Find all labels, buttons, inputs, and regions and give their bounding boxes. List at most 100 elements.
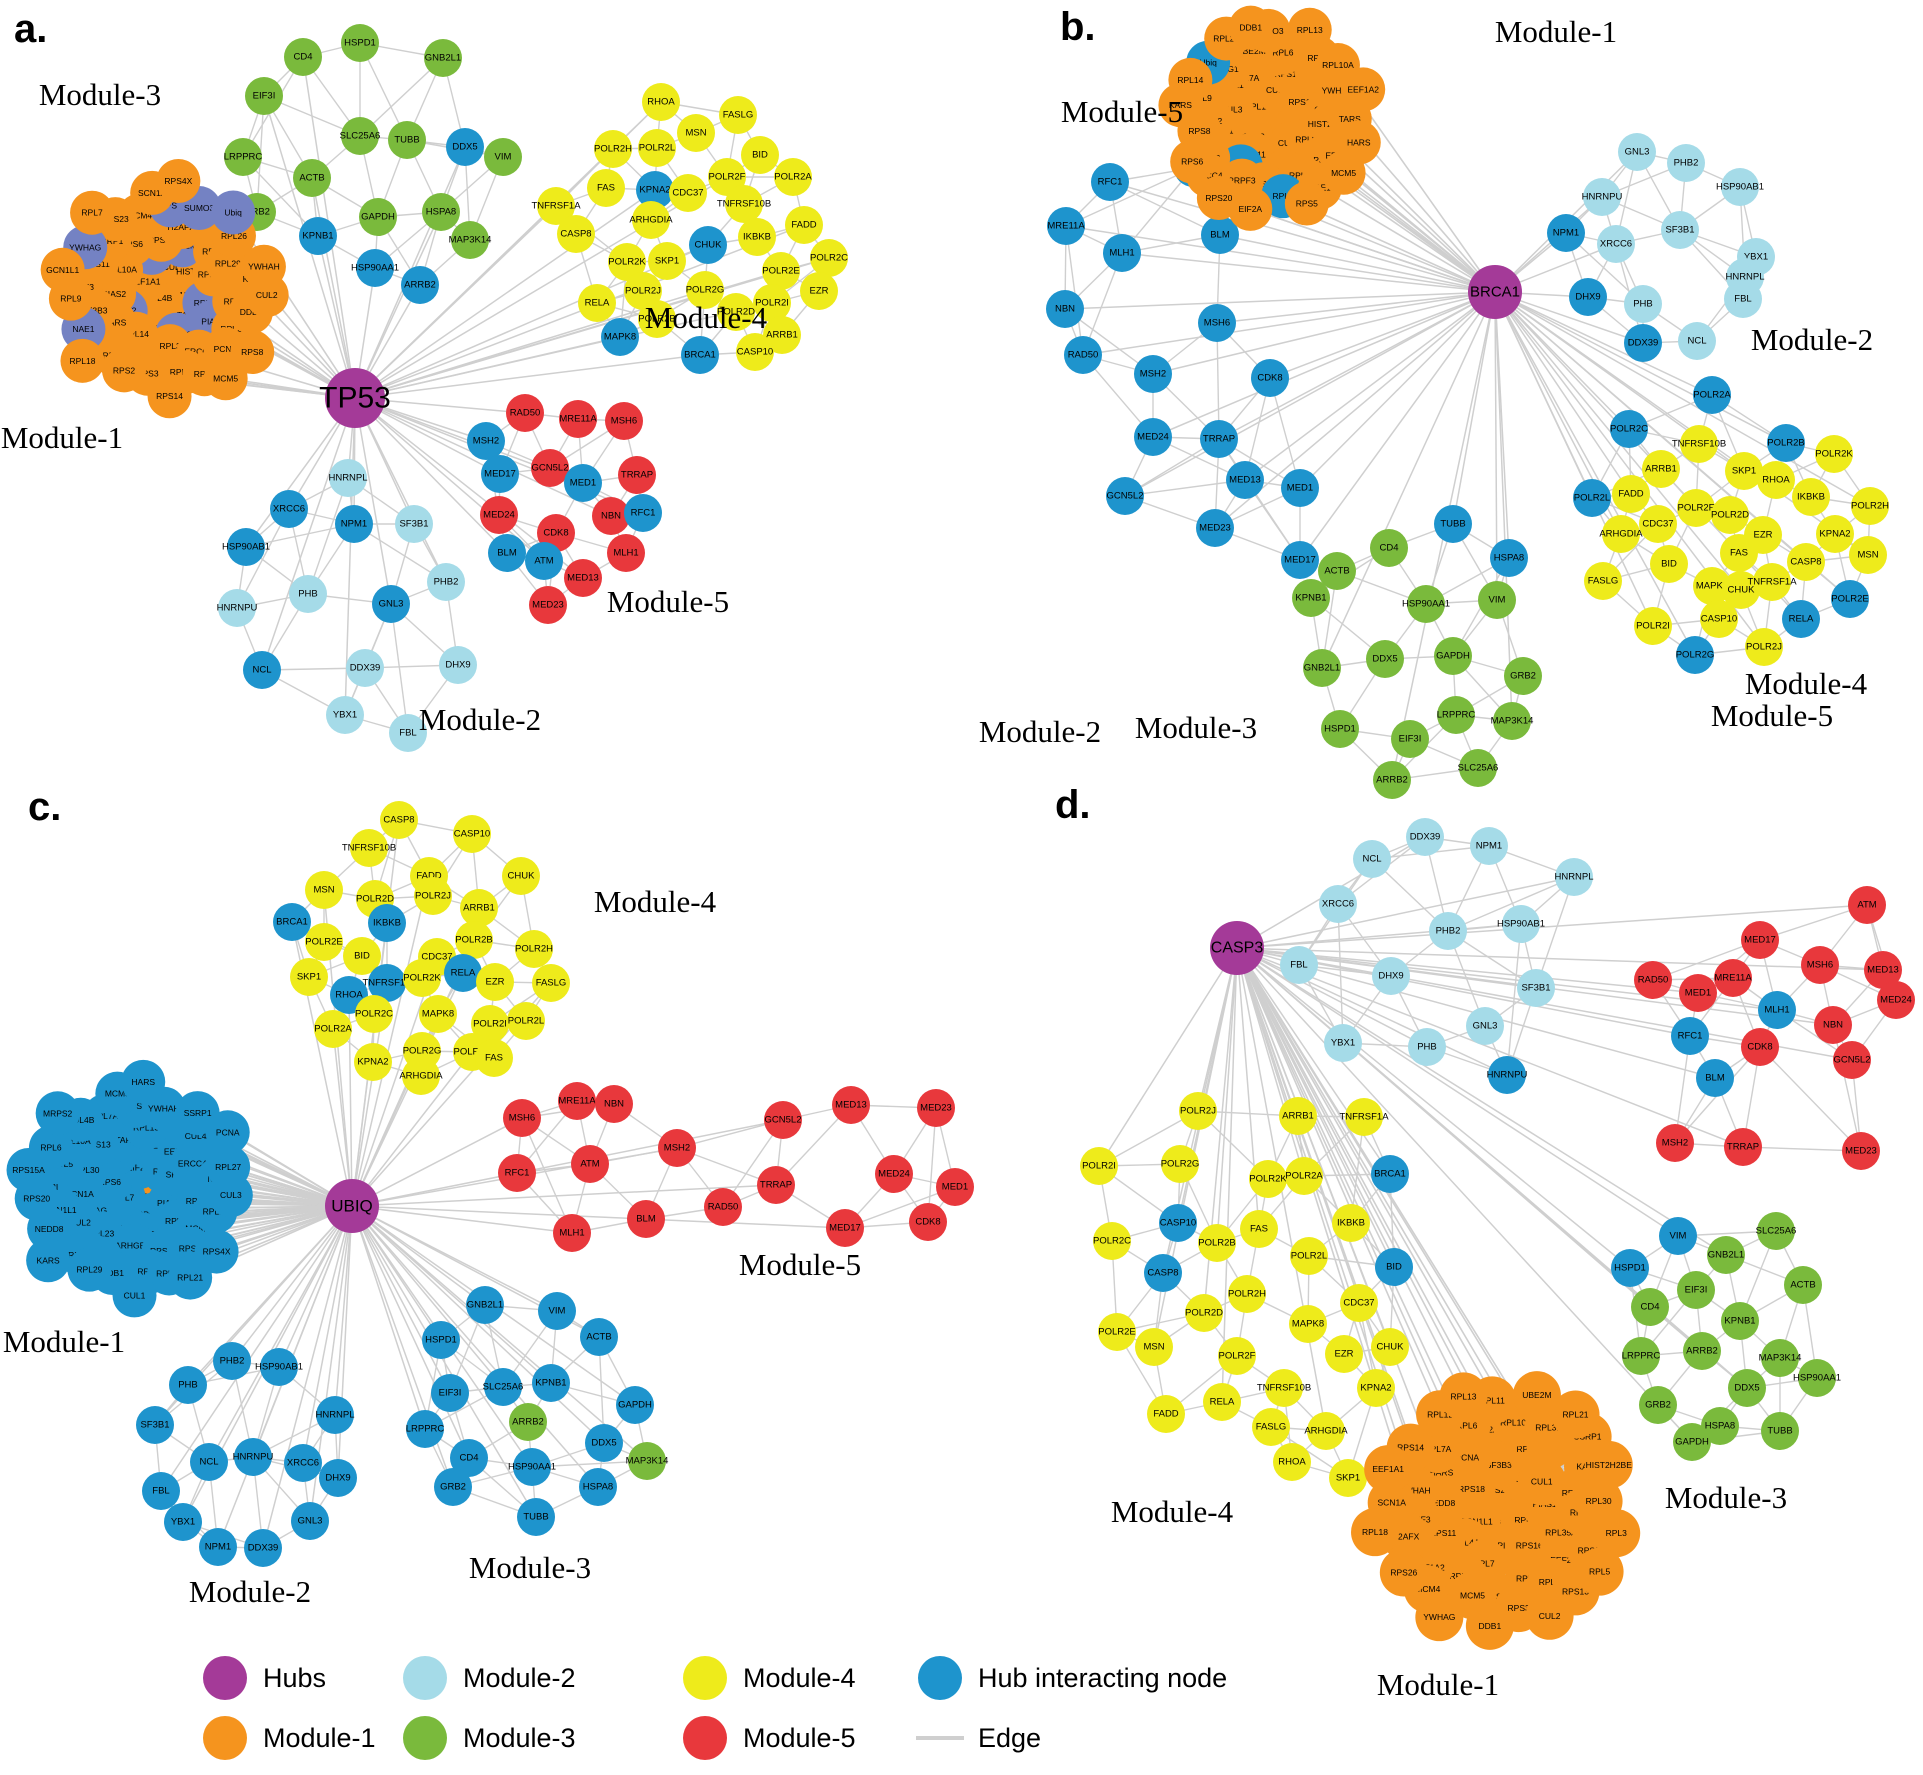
node-CD4: CD4 <box>1631 1288 1669 1326</box>
node-RPS20: RPS20 <box>1196 175 1241 220</box>
node-label: HNRNPL <box>1554 872 1593 883</box>
node-KPNB1: KPNB1 <box>299 217 337 255</box>
module-label: Module-1 <box>1377 1667 1499 1702</box>
node-CASP10: CASP10 <box>1159 1204 1197 1242</box>
node-label: EIF2A <box>127 1162 151 1172</box>
edge <box>1299 291 1496 489</box>
node-SLC25A6: SLC25A6 <box>1756 1212 1796 1250</box>
edge <box>1452 291 1496 525</box>
legend-label: Module-3 <box>463 1723 576 1753</box>
node-label: TNFRSF10B <box>1672 439 1726 450</box>
node-RAD50: RAD50 <box>1634 961 1672 999</box>
node-label: POLR2G <box>403 1046 442 1057</box>
node-label: ARRB1 <box>1645 464 1677 475</box>
node-label: GNB2L1 <box>1708 1250 1744 1261</box>
node-CDC37: CDC37 <box>669 174 707 212</box>
node-label: RFC1 <box>1098 177 1123 188</box>
node-label: POLR2I <box>473 1019 507 1030</box>
node-HSPD1: HSPD1 <box>1611 1249 1649 1287</box>
node-RPS6: RPS6 <box>1170 139 1215 184</box>
node-label: SF3B1 <box>1521 983 1550 994</box>
edge <box>262 1205 353 1549</box>
node-label: KPNA2 <box>639 185 670 196</box>
node-label: RPL21 <box>177 1273 203 1283</box>
node-MSH6: MSH6 <box>1801 946 1839 984</box>
node-label: YWHAG <box>1322 85 1354 95</box>
node-POLR2I: POLR2I <box>1634 607 1672 645</box>
node-ACTB: ACTB <box>1784 1266 1822 1304</box>
node-label: CD4 <box>459 1453 478 1464</box>
node-label: POLR2J <box>1746 642 1782 653</box>
node-label: H2AFX <box>168 222 196 232</box>
edge <box>354 397 447 583</box>
edge <box>1236 947 1508 1076</box>
node-label: ARHGDIA <box>1304 1426 1348 1437</box>
node-MRE11A: MRE11A <box>1714 959 1752 997</box>
node-ACTB: ACTB <box>293 159 331 197</box>
node-POLR2H: POLR2H <box>1228 1275 1266 1313</box>
node-label: RPS16 <box>150 1246 177 1256</box>
node-label: RPL6 <box>1272 48 1294 58</box>
node-label: RPS20 <box>1483 1485 1510 1495</box>
node-label: GAPDH <box>1436 651 1470 662</box>
node-label: ERCC4 <box>178 1159 207 1169</box>
node-label: CDC37 <box>1642 519 1673 530</box>
node-label: HNRNPU <box>1487 1070 1528 1081</box>
node-label: XRCC6 <box>1322 899 1354 910</box>
node-label: RPS20 <box>1205 193 1232 203</box>
edge <box>1236 947 1884 971</box>
node-label: MSN <box>313 885 334 896</box>
node-SKP1: SKP1 <box>1329 1459 1367 1497</box>
node-label: RPL3 <box>1606 1528 1628 1538</box>
legend-swatch <box>683 1656 727 1700</box>
node-label: LRPPRC <box>406 1424 445 1435</box>
node-label: FAS <box>597 183 615 194</box>
node-XRCC6: XRCC6 <box>1597 225 1635 263</box>
node-label: FBL <box>152 1486 169 1497</box>
node-BID: BID <box>741 136 779 174</box>
node-POLR2J: POLR2J <box>1179 1092 1217 1130</box>
edge <box>1244 291 1496 481</box>
node-BID: BID <box>343 937 381 975</box>
node-label: CASP8 <box>1790 557 1821 568</box>
node-label: RPL10A <box>1500 1418 1532 1428</box>
node-DHX9: DHX9 <box>1372 957 1410 995</box>
node-KPNA2: KPNA2 <box>1816 515 1854 553</box>
node-label: CUL1 <box>124 1290 146 1300</box>
node-RPS5: RPS5 <box>1284 181 1329 226</box>
node-POLR2I: POLR2I <box>471 1005 509 1043</box>
node-DDX5: DDX5 <box>446 128 484 166</box>
edge <box>354 211 442 399</box>
node-HNRNPU: HNRNPU <box>217 589 257 627</box>
node-label: MED24 <box>878 1169 910 1180</box>
nodes-panel-d: DDX39 NPM1 NCL HNRNPL XRCC6 PHB2 HSP90AB1 FBL DH… <box>1080 818 1915 1650</box>
node-HNRNPU: HNRNPU <box>1582 178 1622 216</box>
node-MRE11A: MRE11A <box>558 1082 596 1120</box>
node-MAP3K14: MAP3K14 <box>449 221 491 259</box>
node-label: RPS11 <box>1430 1528 1457 1538</box>
node-GAPDH: GAPDH <box>359 198 397 236</box>
node-label: CDK8 <box>1257 373 1282 384</box>
node-label: BID <box>354 951 370 962</box>
node-label: NCL <box>252 665 271 676</box>
node-FASLG: FASLG <box>719 96 757 134</box>
node-CHUK: CHUK <box>1722 571 1760 609</box>
node-ACTB: ACTB <box>1318 552 1356 590</box>
edge <box>521 1117 573 1234</box>
edge <box>1269 291 1496 379</box>
panel-letter: b. <box>1060 5 1096 49</box>
node-label: POLR2L <box>639 143 675 154</box>
node-label: MAPK8 <box>1292 1319 1324 1330</box>
node-label: NPM1 <box>205 1542 231 1553</box>
node-label: MED17 <box>484 469 516 480</box>
node-label: CUL4A <box>1452 1538 1480 1548</box>
legend-swatch <box>403 1656 447 1700</box>
node-label: DDX39 <box>350 663 381 674</box>
node-label: MED23 <box>920 1103 952 1114</box>
node-FADD: FADD <box>785 206 823 244</box>
node-label: CUL2 <box>256 290 278 300</box>
node-MED24: MED24 <box>1877 981 1915 1019</box>
node-label: ATM <box>580 1159 599 1170</box>
node-MSH2: MSH2 <box>1134 355 1172 393</box>
node-MSH6: MSH6 <box>1198 304 1236 342</box>
